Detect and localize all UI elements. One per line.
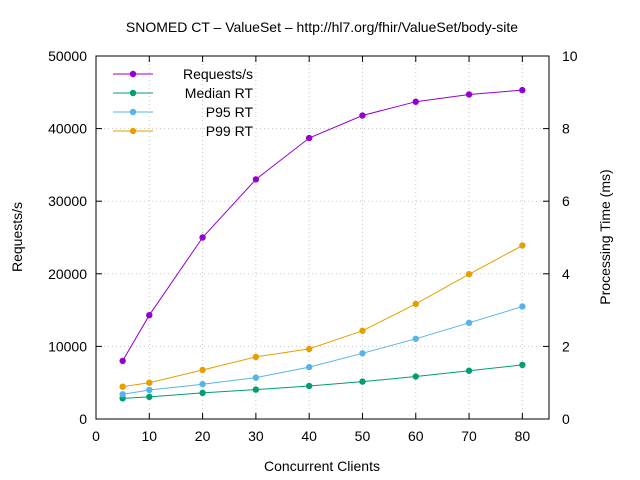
- data-point: [146, 386, 153, 394]
- data-point: [305, 382, 313, 390]
- y-axis-label: Requests/s: [9, 202, 25, 272]
- data-point: [146, 311, 153, 319]
- data-point: [519, 242, 526, 249]
- x-tick-label: 50: [355, 428, 371, 444]
- data-point: [119, 391, 126, 398]
- data-point: [199, 234, 206, 241]
- legend-label: Median RT: [185, 85, 254, 101]
- legend: Requests/s Median RT P95 RT P99 RT: [113, 66, 253, 139]
- series-lines: [119, 86, 526, 402]
- x-tick-label: 80: [515, 428, 531, 444]
- grid: [96, 56, 549, 419]
- legend-label: Requests/s: [183, 66, 253, 82]
- y2-tick-label: 6: [562, 193, 570, 209]
- x-tick-label: 40: [301, 428, 317, 444]
- data-point: [412, 373, 419, 380]
- data-point: [359, 350, 366, 357]
- series-line: [122, 306, 523, 395]
- x-tick-label: 70: [461, 428, 477, 444]
- data-point: [519, 86, 526, 94]
- data-point: [119, 383, 126, 390]
- x-tick-label: 0: [92, 428, 100, 444]
- data-point: [199, 366, 206, 374]
- legend-label: P95 RT: [206, 104, 254, 120]
- legend-swatch-marker: [129, 89, 137, 97]
- y2-tick-label: 0: [562, 411, 570, 427]
- legend-entry: Requests/s: [113, 66, 253, 82]
- y-tick-label: 0: [79, 411, 87, 427]
- data-point: [199, 380, 206, 388]
- y-tick-label: 30000: [48, 193, 87, 209]
- legend-entry: Median RT: [113, 85, 253, 101]
- legend-swatch-marker: [129, 127, 137, 135]
- x-tick-label: 30: [248, 428, 264, 444]
- data-point: [412, 335, 419, 342]
- data-point: [519, 303, 526, 310]
- series-line: [122, 89, 523, 362]
- legend-swatch-marker: [129, 70, 137, 78]
- series-1: [119, 361, 526, 402]
- data-point: [252, 353, 260, 361]
- data-point: [359, 327, 366, 334]
- data-point: [412, 98, 419, 105]
- y2-tick-label: 4: [562, 266, 570, 282]
- axis-ticks: 0 10 20 30 40 50 60 70 8001000020000300004000050…: [48, 48, 578, 444]
- y-tick-label: 10000: [48, 338, 87, 354]
- x-tick-label: 60: [408, 428, 424, 444]
- y2-tick-label: 8: [562, 121, 570, 137]
- y2-tick-label: 10: [562, 48, 578, 64]
- y2-tick-label: 2: [562, 338, 570, 354]
- y-tick-label: 20000: [48, 266, 87, 282]
- data-point: [465, 319, 473, 327]
- data-point: [305, 134, 313, 142]
- series-2: [119, 303, 526, 398]
- data-point: [119, 357, 126, 365]
- plot-frame: [95, 55, 550, 420]
- series-3: [119, 242, 526, 390]
- legend-swatch-marker: [129, 108, 137, 116]
- y-tick-label: 50000: [48, 48, 87, 64]
- data-point: [412, 300, 419, 308]
- data-point: [359, 378, 366, 385]
- x-axis-label: Concurrent Clients: [264, 458, 380, 474]
- data-point: [305, 345, 313, 353]
- data-point: [252, 386, 260, 393]
- y-tick-label: 40000: [48, 121, 87, 137]
- data-point: [305, 363, 313, 371]
- data-point: [146, 393, 153, 401]
- chart-title: SNOMED CT – ValueSet – http://hl7.org/fh…: [126, 19, 518, 35]
- data-point: [199, 389, 206, 397]
- data-point: [359, 112, 366, 119]
- data-point: [252, 176, 260, 183]
- data-point: [465, 91, 473, 98]
- legend-entry: P95 RT: [113, 104, 253, 120]
- series-0: [119, 86, 526, 365]
- data-point: [146, 379, 153, 386]
- data-point: [519, 361, 526, 369]
- data-point: [465, 367, 473, 374]
- y2-axis-label: Processing Time (ms): [597, 169, 613, 304]
- legend-label: P99 RT: [206, 123, 254, 139]
- x-tick-label: 10: [142, 428, 158, 444]
- legend-entry: P99 RT: [113, 123, 253, 139]
- series-line: [122, 364, 523, 399]
- data-point: [252, 374, 260, 381]
- data-point: [465, 270, 473, 278]
- x-tick-label: 20: [195, 428, 211, 444]
